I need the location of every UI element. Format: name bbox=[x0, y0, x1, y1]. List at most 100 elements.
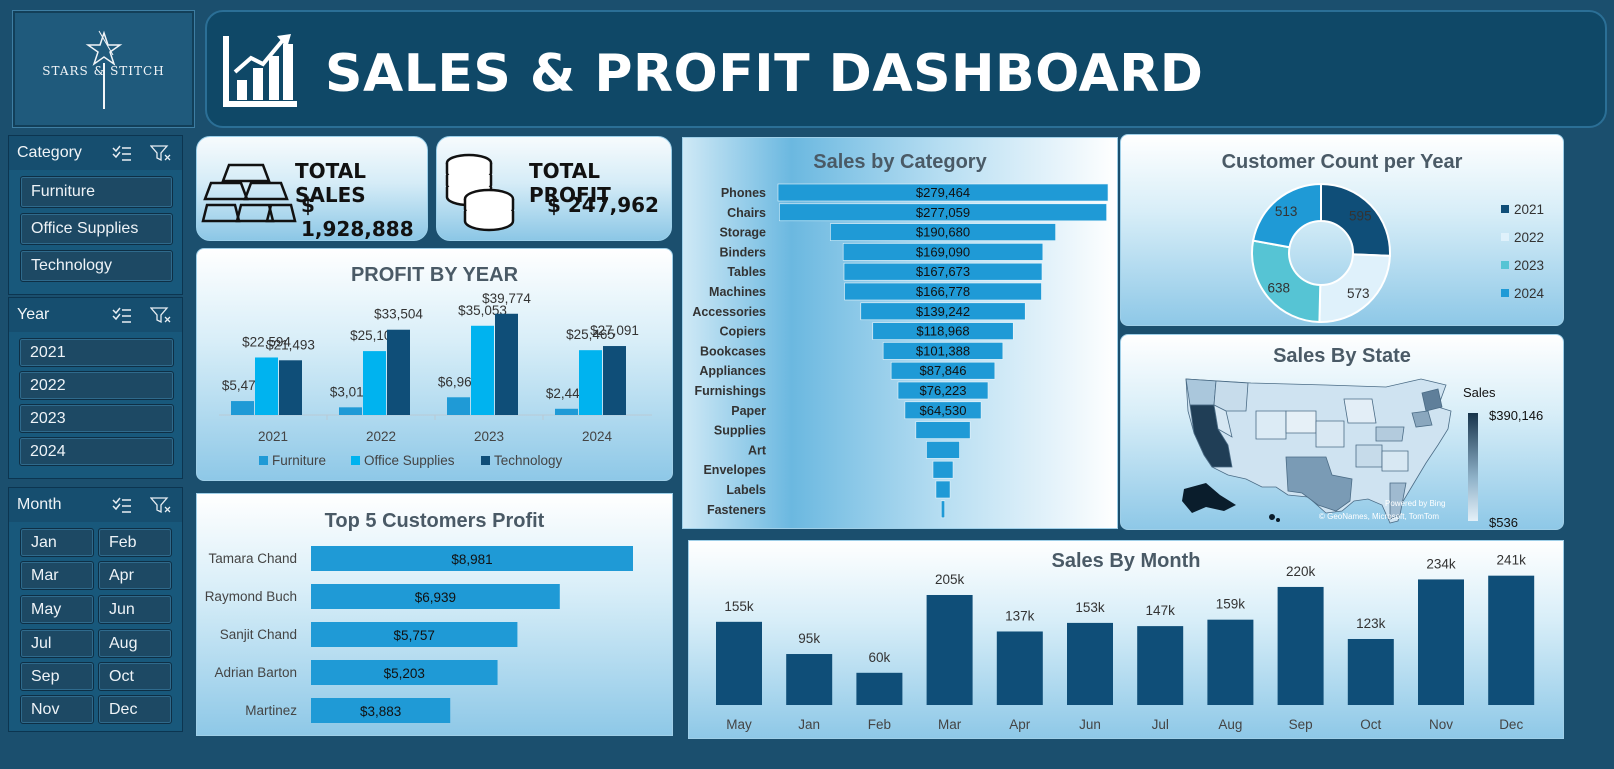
bar[interactable] bbox=[231, 401, 254, 415]
map-credit-geonames: © GeoNames, Microsoft, TomTom bbox=[1319, 512, 1439, 521]
slicer-item-jul[interactable]: Jul bbox=[20, 629, 94, 658]
slicer-item-may[interactable]: May bbox=[20, 595, 94, 624]
slicer-item-2024[interactable]: 2024 bbox=[19, 437, 174, 466]
funnel-bar[interactable] bbox=[940, 500, 946, 519]
slicer-item-jun[interactable]: Jun bbox=[98, 595, 172, 624]
multi-select-icon[interactable] bbox=[112, 306, 132, 324]
bar[interactable] bbox=[495, 313, 518, 415]
funnel-bar[interactable] bbox=[872, 322, 1014, 340]
funnel-bar[interactable] bbox=[882, 342, 1004, 360]
top5-customers-title: Top 5 Customers Profit bbox=[324, 510, 545, 532]
funnel-bar[interactable] bbox=[860, 302, 1026, 321]
slicer-item-jan[interactable]: Jan bbox=[20, 528, 94, 557]
bar[interactable] bbox=[1277, 586, 1324, 705]
multi-select-icon[interactable] bbox=[112, 496, 132, 514]
bar[interactable] bbox=[447, 397, 470, 415]
bar[interactable] bbox=[926, 594, 973, 705]
category-label: Paper bbox=[731, 404, 766, 418]
sales-by-month-panel: Sales By Month 155k May 95k Jan 60k Feb 205k Ma… bbox=[688, 540, 1564, 739]
funnel-bar[interactable] bbox=[779, 203, 1107, 222]
bar[interactable] bbox=[996, 631, 1043, 705]
data-label: $87,846 bbox=[920, 363, 967, 378]
slicer-item-2023[interactable]: 2023 bbox=[19, 404, 174, 433]
donut-slice[interactable] bbox=[1251, 239, 1322, 324]
dashboard-header: SALES & PROFIT DASHBOARD bbox=[205, 10, 1607, 128]
top5-customers-chart: Tamara Chand $8,981 Raymond Buch $6,939 Sanj… bbox=[205, 546, 633, 723]
slicer-item-furniture[interactable]: Furniture bbox=[20, 176, 173, 208]
bar[interactable] bbox=[856, 672, 903, 705]
total-profit-label: TOTAL PROFIT bbox=[529, 159, 611, 207]
slicer-item-office-supplies[interactable]: Office Supplies bbox=[20, 213, 173, 245]
sales-by-category-panel: Sales by Category Phones $279,464 Chairs $2… bbox=[682, 137, 1118, 529]
bar[interactable] bbox=[279, 360, 302, 415]
bar[interactable] bbox=[716, 621, 762, 705]
slicer-item-sep[interactable]: Sep bbox=[20, 662, 94, 691]
bar[interactable] bbox=[1488, 575, 1535, 705]
funnel-bar[interactable] bbox=[935, 480, 951, 499]
slicer-item-apr[interactable]: Apr bbox=[98, 561, 172, 590]
slicer-item-2021[interactable]: 2021 bbox=[19, 338, 174, 367]
bar[interactable] bbox=[255, 357, 278, 415]
slicer-item-dec[interactable]: Dec bbox=[98, 695, 172, 724]
bar[interactable] bbox=[311, 660, 498, 685]
slicer-item-aug[interactable]: Aug bbox=[98, 629, 172, 658]
us-states-map[interactable] bbox=[1176, 371, 1476, 531]
bar[interactable] bbox=[311, 622, 518, 647]
slicer-item-2022[interactable]: 2022 bbox=[19, 371, 174, 400]
category-slicer: Category Furniture Office Supplies Techn… bbox=[8, 135, 183, 295]
slicer-item-technology[interactable]: Technology bbox=[20, 250, 173, 282]
slicer-item-oct[interactable]: Oct bbox=[98, 662, 172, 691]
donut-slice[interactable] bbox=[1320, 182, 1391, 257]
bar[interactable] bbox=[311, 698, 451, 723]
data-label: $167,673 bbox=[916, 264, 970, 279]
top5-customers-panel: Top 5 Customers Profit Tamara Chand $8,98… bbox=[196, 493, 673, 736]
bar[interactable] bbox=[1137, 626, 1184, 705]
funnel-bar[interactable] bbox=[915, 421, 971, 439]
bar[interactable] bbox=[579, 350, 602, 415]
funnel-bar[interactable] bbox=[842, 243, 1044, 261]
funnel-bar[interactable] bbox=[890, 361, 996, 380]
bar[interactable] bbox=[387, 329, 410, 415]
bar[interactable] bbox=[339, 407, 362, 415]
bar[interactable] bbox=[1067, 622, 1113, 705]
bar[interactable] bbox=[363, 351, 386, 415]
bar[interactable] bbox=[786, 654, 833, 705]
funnel-bar[interactable] bbox=[897, 381, 989, 400]
x-tick-label: 2021 bbox=[258, 429, 288, 444]
bar[interactable] bbox=[311, 546, 633, 571]
data-label: $76,223 bbox=[920, 383, 967, 398]
data-label: $25,465 bbox=[566, 327, 615, 342]
data-label: 60k bbox=[869, 650, 891, 665]
bar[interactable] bbox=[555, 408, 578, 415]
category-slicer-label: Category bbox=[17, 144, 82, 161]
bar[interactable] bbox=[1207, 619, 1254, 705]
funnel-bar[interactable] bbox=[932, 460, 954, 479]
data-label: 220k bbox=[1286, 564, 1316, 579]
bar[interactable] bbox=[311, 584, 560, 609]
funnel-bar[interactable] bbox=[843, 262, 1043, 281]
data-label: $279,464 bbox=[916, 185, 970, 200]
funnel-bar[interactable] bbox=[830, 223, 1056, 241]
data-label: $35,053 bbox=[458, 303, 507, 318]
slicer-item-mar[interactable]: Mar bbox=[20, 561, 94, 590]
funnel-bar[interactable] bbox=[926, 441, 960, 459]
funnel-bar[interactable] bbox=[904, 401, 982, 420]
data-label: $8,981 bbox=[451, 552, 492, 567]
bar[interactable] bbox=[1418, 579, 1464, 705]
multi-select-icon[interactable] bbox=[112, 144, 132, 162]
data-label: 234k bbox=[1426, 556, 1456, 571]
donut-slice[interactable] bbox=[1251, 182, 1322, 249]
funnel-bar[interactable] bbox=[777, 183, 1109, 202]
donut-slice[interactable] bbox=[1318, 253, 1391, 323]
clear-filter-icon[interactable] bbox=[150, 144, 172, 162]
legend-label: 2023 bbox=[1514, 258, 1544, 273]
data-label: $3,015 bbox=[330, 384, 371, 399]
clear-filter-icon[interactable] bbox=[150, 496, 172, 514]
funnel-bar[interactable] bbox=[844, 282, 1042, 301]
bar[interactable] bbox=[471, 325, 494, 415]
slicer-item-nov[interactable]: Nov bbox=[20, 695, 94, 724]
slicer-item-feb[interactable]: Feb bbox=[98, 528, 172, 557]
clear-filter-icon[interactable] bbox=[150, 306, 172, 324]
bar[interactable] bbox=[1347, 638, 1394, 705]
bar[interactable] bbox=[603, 346, 626, 415]
